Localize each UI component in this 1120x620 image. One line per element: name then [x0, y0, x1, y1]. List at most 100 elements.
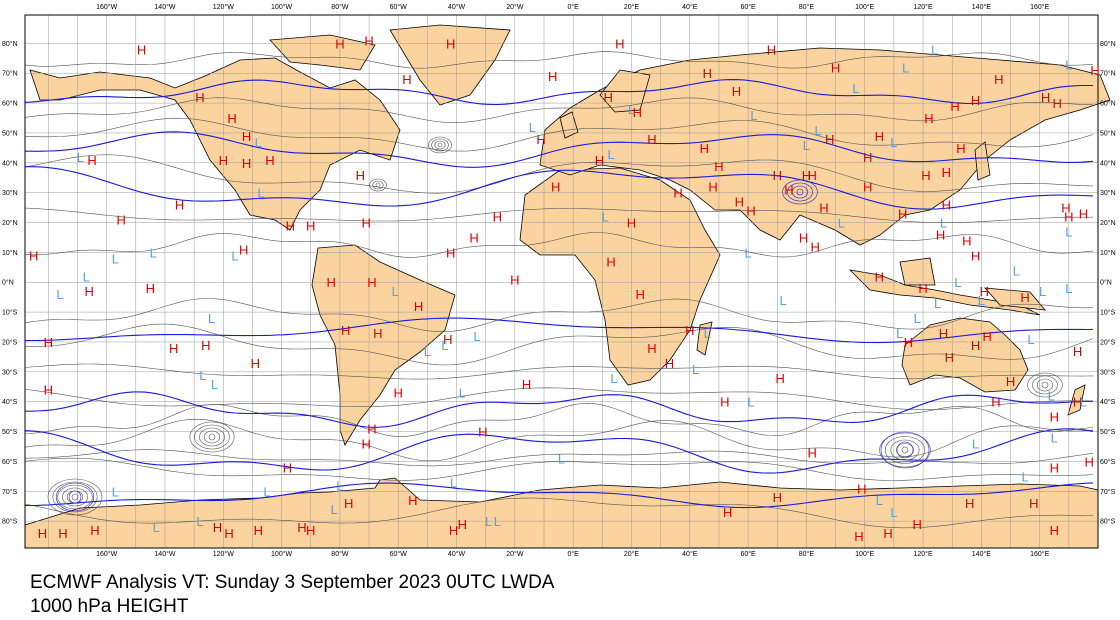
latitude-label: 30°S	[1100, 368, 1116, 376]
longitude-label: 20°E	[624, 550, 640, 558]
longitude-label: 40°E	[682, 3, 698, 11]
longitude-label: 40°W	[448, 3, 466, 11]
high-pressure-center: H	[1079, 207, 1088, 222]
high-pressure-center: H	[1073, 344, 1082, 359]
high-pressure-center: H	[58, 526, 67, 541]
contour-ring	[896, 443, 914, 457]
contour-line	[24, 428, 1094, 474]
low-pressure-center: L	[954, 275, 961, 290]
latitude-label: 50°N	[2, 129, 18, 137]
contour-ring	[890, 439, 920, 461]
contour-ring	[194, 424, 230, 450]
low-pressure-center: L	[628, 102, 635, 117]
latitude-label: 80°S	[2, 518, 18, 526]
latitude-label: 20°S	[1100, 338, 1116, 346]
longitude-label: 0°E	[567, 550, 579, 558]
high-pressure-center: H	[720, 395, 729, 410]
high-pressure-center: H	[306, 219, 315, 234]
high-pressure-center: H	[87, 153, 96, 168]
high-pressure-center: H	[84, 284, 93, 299]
latitude-label: 80°N	[1100, 40, 1116, 48]
high-pressure-center: H	[980, 284, 989, 299]
latitude-label: 60°N	[1100, 100, 1116, 108]
latitude-label: 0°N	[1100, 279, 1112, 287]
high-pressure-center: H	[510, 272, 519, 287]
high-pressure-center: H	[939, 326, 948, 341]
contour-ring	[62, 487, 88, 507]
low-pressure-center: L	[814, 123, 821, 138]
weather-map: 160°W 160°W 140°W 140°W 120°W 120°W 100°W 100°W…	[2, 3, 1116, 558]
latitude-label: 30°S	[2, 368, 18, 376]
low-pressure-center: L	[1013, 263, 1020, 278]
high-pressure-center: H	[38, 526, 47, 541]
axis-labels: 160°W 160°W 140°W 140°W 120°W 120°W 100°W 100°W…	[2, 3, 1116, 558]
high-pressure-center: H	[367, 422, 376, 437]
high-pressure-center: H	[326, 275, 335, 290]
low-pressure-center: L	[199, 368, 206, 383]
map-frame	[24, 14, 1099, 549]
contour-ring	[71, 493, 79, 501]
high-pressure-center: H	[700, 141, 709, 156]
high-pressure-center: H	[306, 523, 315, 538]
high-pressure-center: H	[898, 207, 907, 222]
japan	[974, 141, 991, 181]
longitude-label: 40°W	[448, 550, 466, 558]
high-pressure-center: H	[945, 350, 954, 365]
low-pressure-center: L	[890, 505, 897, 520]
high-pressure-center: H	[746, 204, 755, 219]
high-pressure-center: H	[344, 496, 353, 511]
high-pressure-center: H	[446, 245, 455, 260]
low-pressure-center: L	[112, 251, 119, 266]
contour-ring	[1036, 378, 1054, 392]
contour-ring	[199, 427, 225, 447]
contour-ring	[1032, 375, 1058, 395]
pressure-centers: H H H H H H H H H H H H H H H H H H H H H H H H H H H H H H H H H H H H H H H H…	[29, 33, 1100, 544]
contour-ring	[787, 182, 813, 202]
longitude-label: 140°E	[972, 550, 991, 558]
high-pressure-center: H	[647, 341, 656, 356]
low-pressure-center: L	[150, 245, 157, 260]
high-pressure-center: H	[408, 493, 417, 508]
longitude-label: 100°E	[855, 550, 874, 558]
high-pressure-center: H	[1050, 460, 1059, 475]
high-pressure-center: H	[636, 287, 645, 302]
low-pressure-center: L	[77, 150, 84, 165]
contour-line	[24, 79, 1093, 106]
high-pressure-center: H	[819, 201, 828, 216]
low-pressure-center: L	[704, 326, 711, 341]
low-pressure-center: L	[902, 60, 909, 75]
high-pressure-center: H	[685, 323, 694, 338]
contour-ring	[203, 430, 221, 444]
high-pressure-center: H	[971, 93, 980, 108]
latitude-label: 10°S	[2, 309, 18, 317]
latitude-label: 70°N	[1100, 70, 1116, 78]
low-pressure-center: L	[330, 502, 337, 517]
high-pressure-center: H	[265, 153, 274, 168]
high-pressure-center: H	[458, 517, 467, 532]
low-pressure-center: L	[940, 216, 947, 231]
low-pressure-center: L	[424, 344, 431, 359]
latitude-label: 10°N	[1100, 249, 1116, 257]
longitude-label: 120°W	[213, 550, 234, 558]
high-pressure-center: H	[775, 371, 784, 386]
high-pressure-center: H	[773, 490, 782, 505]
high-pressure-center: H	[254, 523, 263, 538]
contour-line	[24, 363, 1094, 380]
high-pressure-center: H	[1052, 96, 1061, 111]
high-pressure-center: H	[595, 153, 604, 168]
high-pressure-center: H	[478, 425, 487, 440]
high-pressure-center: H	[857, 481, 866, 496]
longitude-label: 20°W	[506, 550, 524, 558]
contour-ring	[437, 142, 443, 148]
high-pressure-center: H	[219, 153, 228, 168]
north-america	[29, 57, 401, 231]
longitude-label: 100°E	[855, 3, 874, 11]
longitude-label: 60°E	[740, 3, 756, 11]
greenland	[389, 24, 511, 106]
high-pressure-center: H	[90, 523, 99, 538]
contour-ring	[372, 180, 384, 190]
high-pressure-center: H	[831, 60, 840, 75]
high-pressure-center: H	[627, 216, 636, 231]
low-pressure-center: L	[978, 293, 985, 308]
latitude-label: 70°S	[1100, 488, 1116, 496]
